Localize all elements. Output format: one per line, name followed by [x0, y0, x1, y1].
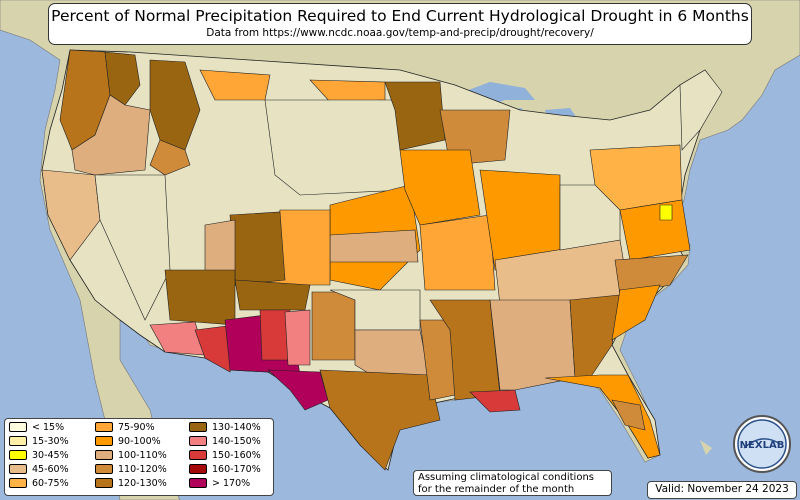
legend-item: 90-100% [95, 435, 161, 449]
region-ga [569, 294, 621, 379]
note-line-1: Assuming climatological conditions [418, 472, 594, 483]
region-nv [94, 174, 171, 321]
region-nc [614, 254, 689, 296]
logo-text: NEXLAB [740, 440, 785, 451]
region-new-england [679, 69, 723, 151]
legend-item: 140-150% [189, 435, 261, 449]
region-md-yellow [659, 204, 673, 221]
legend: < 15% 15-30% 30-45% 45-60% 60-75% 75-90%… [4, 418, 274, 496]
legend-swatch [189, 421, 207, 432]
title-box: Percent of Normal Precipitation Required… [48, 3, 752, 45]
legend-item: 30-45% [9, 449, 69, 463]
bahamas [700, 440, 712, 455]
region-sc [611, 284, 661, 341]
legend-swatch [189, 477, 207, 488]
region-mn [384, 81, 446, 151]
legend-item: 130-140% [189, 421, 261, 435]
legend-item: 100-110% [95, 449, 167, 463]
region-az-north [164, 269, 236, 326]
legend-item: 160-170% [189, 463, 261, 477]
region-va [619, 199, 691, 261]
region-mo [419, 214, 496, 291]
region-ms-al [489, 299, 576, 391]
legend-swatch [189, 463, 207, 474]
legend-item: 75-90% [95, 421, 155, 435]
page-title: Percent of Normal Precipitation Required… [51, 7, 749, 25]
legend-item: 45-60% [9, 463, 69, 477]
region-tx-panhandle [311, 291, 356, 361]
region-wy-co [229, 211, 286, 286]
region-az-south [194, 324, 236, 373]
legend-swatch [189, 435, 207, 446]
region-fl [544, 374, 661, 459]
legend-swatch [9, 463, 27, 474]
legend-swatch [9, 477, 27, 488]
legend-item: 60-75% [9, 477, 69, 491]
region-ca-north [41, 169, 101, 261]
legend-item: > 170% [189, 477, 250, 491]
legend-item: 110-120% [95, 463, 167, 477]
region-nm-west [234, 279, 311, 311]
legend-swatch [95, 463, 113, 474]
legend-swatch [9, 449, 27, 460]
region-la-coast-red [469, 389, 521, 413]
region-fl-south-brown [611, 399, 646, 431]
region-wa-east [104, 51, 141, 106]
assumption-note: Assuming climatological conditions for t… [413, 470, 612, 496]
note-line-2: for the remainder of the month [418, 484, 575, 495]
legend-item: 15-30% [9, 435, 69, 449]
region-sd-ne [264, 99, 406, 196]
legend-swatch [95, 477, 113, 488]
region-id-central [149, 139, 191, 176]
region-nm-east-pink [284, 309, 311, 366]
legend-swatch [9, 421, 27, 432]
nexlab-logo: NEXLAB [733, 415, 791, 473]
data-source: Data from https://www.ncdc.noaa.gov/temp… [206, 27, 594, 39]
region-tx-west-magenta [267, 369, 329, 411]
legend-swatch [189, 449, 207, 460]
legend-swatch [95, 435, 113, 446]
legend-item: 120-130% [95, 477, 167, 491]
legend-swatch [9, 435, 27, 446]
region-ia-orange [399, 149, 481, 226]
region-ks [329, 229, 419, 263]
legend-item: 150-160% [189, 449, 261, 463]
legend-item: < 15% [9, 421, 64, 435]
legend-swatch [95, 421, 113, 432]
legend-swatch [95, 449, 113, 460]
valid-date-label: Valid: November 24 2023 [647, 481, 797, 499]
